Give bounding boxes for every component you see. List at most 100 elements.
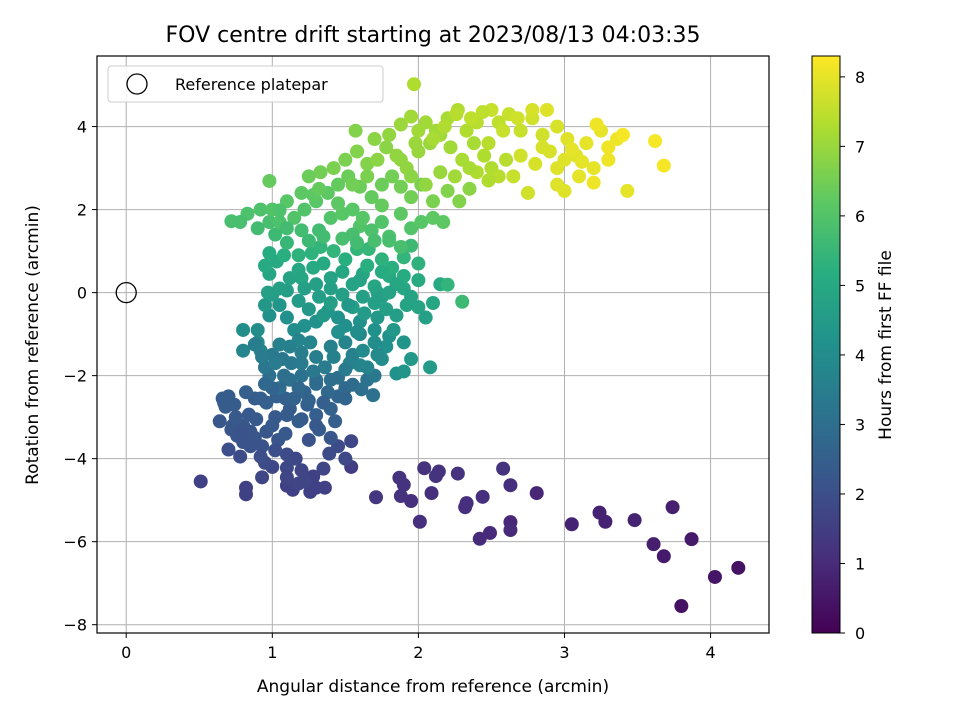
data-point (379, 302, 394, 317)
data-point (370, 310, 385, 325)
data-point (312, 289, 327, 304)
data-point (374, 252, 389, 267)
data-point (367, 335, 382, 350)
data-point (424, 486, 439, 501)
data-point (586, 161, 601, 176)
data-point (437, 119, 452, 134)
data-point (404, 169, 419, 184)
data-point (309, 418, 324, 433)
data-point (338, 451, 353, 466)
colorbar-ticks: 0 1 2 3 4 5 6 7 8 (840, 68, 865, 643)
data-point (357, 306, 372, 321)
data-point (513, 123, 528, 138)
data-point (379, 140, 394, 155)
data-point (396, 335, 411, 350)
data-point (279, 235, 294, 250)
colorbar-label: Hours from first FF file (876, 250, 896, 440)
data-point (366, 388, 381, 403)
y-tick-label: −6 (63, 533, 87, 552)
data-point (385, 169, 400, 184)
data-point (364, 190, 379, 205)
data-point (233, 426, 248, 441)
data-point (449, 107, 464, 122)
data-point (648, 134, 663, 149)
data-point (316, 308, 331, 323)
data-point (447, 169, 462, 184)
data-point (462, 161, 477, 176)
data-point (355, 289, 370, 304)
data-point (350, 235, 365, 250)
data-point (287, 210, 302, 225)
data-point (224, 214, 239, 229)
data-point (239, 487, 254, 502)
data-point (503, 523, 518, 538)
colorbar-tick-label: 0 (855, 624, 865, 643)
data-point (374, 215, 389, 230)
data-point (418, 177, 433, 192)
data-point (707, 569, 722, 584)
data-point (656, 549, 671, 564)
data-point (258, 258, 272, 273)
data-point (294, 185, 309, 200)
data-point (393, 117, 408, 132)
x-axis-ticks: 0 1 2 3 4 (121, 633, 716, 662)
data-point (572, 169, 587, 184)
data-point (236, 322, 251, 337)
colorbar-tick-label: 3 (855, 415, 865, 434)
data-point (418, 310, 433, 325)
data-point (301, 302, 316, 317)
x-tick-label: 0 (121, 643, 131, 662)
y-axis-ticks: −8 −6 −4 −2 0 2 4 (63, 118, 97, 635)
colorbar-tick-label: 4 (855, 346, 865, 365)
legend-label: Reference platepar (175, 75, 328, 94)
data-point (301, 393, 316, 408)
data-point (301, 233, 316, 248)
data-point (297, 202, 312, 217)
data-point (656, 158, 671, 173)
data-point (499, 152, 514, 167)
data-point (247, 337, 262, 352)
data-point (589, 117, 604, 132)
data-point (288, 451, 303, 466)
data-point (389, 308, 404, 323)
data-point (472, 531, 487, 546)
data-point (367, 132, 382, 147)
data-point (291, 248, 306, 263)
data-point (440, 183, 455, 198)
data-point (255, 349, 270, 364)
data-point (374, 177, 389, 192)
data-point (326, 161, 341, 176)
data-point (367, 322, 382, 337)
data-point (303, 335, 318, 350)
data-point (443, 140, 458, 155)
data-point (221, 442, 236, 457)
data-point (272, 298, 287, 313)
data-point (463, 111, 478, 126)
data-point (309, 480, 324, 495)
data-point (255, 439, 270, 454)
data-point (322, 446, 337, 461)
data-point (301, 169, 316, 184)
data-point (276, 248, 291, 263)
data-point (338, 152, 353, 167)
data-point (326, 349, 341, 364)
data-point (360, 169, 375, 184)
data-point (239, 385, 254, 400)
data-point (276, 368, 291, 383)
data-point (520, 185, 535, 200)
data-point (426, 132, 440, 147)
data-point (404, 221, 419, 236)
data-point (338, 335, 353, 350)
data-point (297, 474, 312, 489)
y-tick-label: 4 (77, 118, 87, 137)
data-point (367, 233, 382, 248)
data-point (255, 470, 270, 485)
data-point (335, 264, 350, 279)
data-point (550, 177, 565, 192)
data-point (506, 169, 521, 184)
data-point (684, 532, 699, 547)
data-point (291, 293, 306, 308)
data-point (279, 408, 294, 423)
data-point (412, 514, 427, 529)
x-tick-label: 4 (705, 643, 715, 662)
